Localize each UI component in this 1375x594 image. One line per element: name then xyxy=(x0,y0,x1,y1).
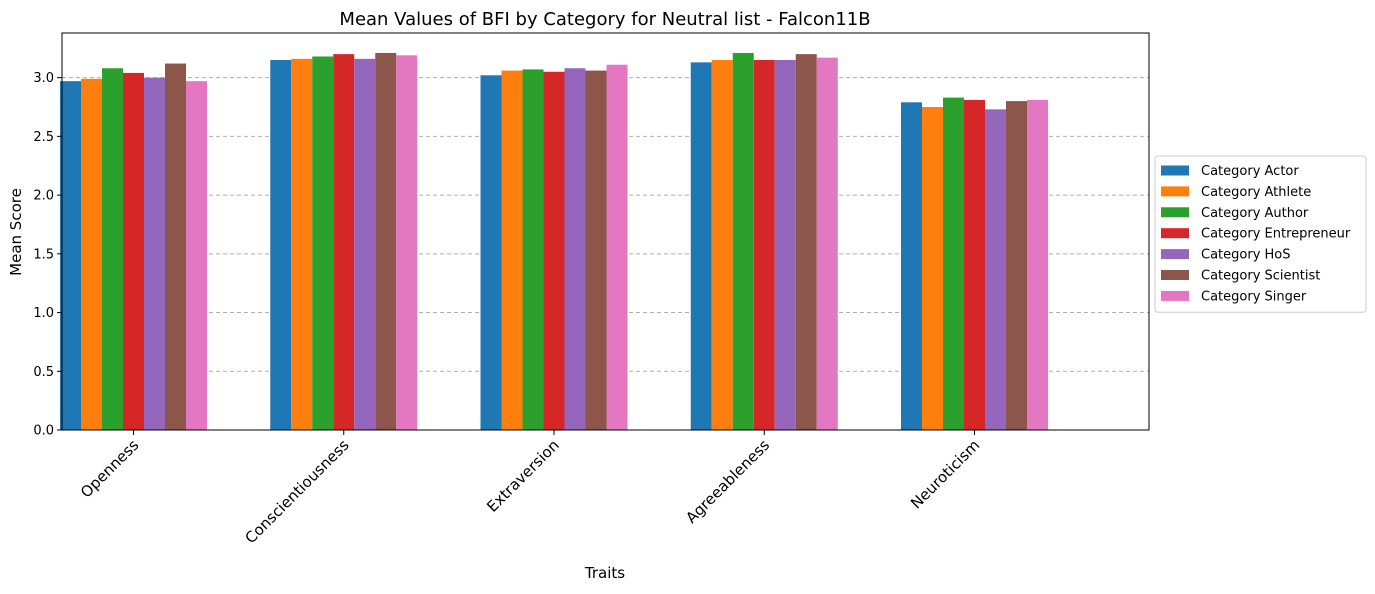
bar-category-singer-openness xyxy=(186,81,207,431)
legend-swatch xyxy=(1161,228,1189,239)
bar-category-hos-conscientiousness xyxy=(354,58,376,430)
bar-category-entrepreneur-openness xyxy=(123,72,144,431)
bar-category-actor-conscientiousness xyxy=(270,60,292,430)
y-axis-label: Mean Score xyxy=(7,188,25,276)
bars xyxy=(60,52,1048,431)
bar-category-author-extraversion xyxy=(522,69,544,430)
chart-title: Mean Values of BFI by Category for Neutr… xyxy=(339,9,870,30)
bar-category-entrepreneur-neuroticism xyxy=(964,99,985,430)
bar-category-hos-neuroticism xyxy=(985,109,1006,430)
legend-entry-label: Category Athlete xyxy=(1201,185,1311,200)
bar-category-athlete-neuroticism xyxy=(922,106,943,430)
bar-category-hos-openness xyxy=(144,77,165,431)
legend-swatch xyxy=(1161,249,1189,260)
bar-category-actor-extraversion xyxy=(480,75,502,430)
bar-category-entrepreneur-extraversion xyxy=(543,71,565,431)
bar-category-actor-neuroticism xyxy=(901,102,922,430)
bar-category-scientist-agreeableness xyxy=(795,54,817,430)
bar-category-actor-openness xyxy=(60,81,81,431)
bar-category-actor-agreeableness xyxy=(690,62,712,431)
x-axis-label: Traits xyxy=(584,564,625,582)
x-tick-label: Extraversion xyxy=(483,436,563,516)
bar-category-entrepreneur-agreeableness xyxy=(753,60,775,430)
legend-entry-label: Category Scientist xyxy=(1201,269,1320,284)
legend-swatch xyxy=(1161,290,1189,301)
x-tick-label: Neuroticism xyxy=(907,436,983,512)
bar-category-singer-agreeableness xyxy=(816,57,838,430)
y-axis: 0.0 0.5 1.0 1.5 2.0 2.5 3.0 xyxy=(33,71,62,439)
bar-category-singer-neuroticism xyxy=(1027,99,1048,430)
y-tick-label: 3.0 xyxy=(33,71,54,86)
y-tick-label: 1.0 xyxy=(33,306,54,321)
legend: Category Actor Category Athlete Category A… xyxy=(1154,155,1367,313)
bar-category-author-openness xyxy=(102,68,123,430)
bar-category-singer-extraversion xyxy=(606,64,628,431)
bar-category-hos-agreeableness xyxy=(774,60,796,430)
plot-area-frame xyxy=(61,32,1150,431)
bar-category-scientist-extraversion xyxy=(585,70,607,430)
bar-category-athlete-extraversion xyxy=(501,70,523,430)
legend-entry-label: Category Singer xyxy=(1201,289,1307,304)
legend-frame xyxy=(1154,155,1367,313)
y-tick-label: 2.0 xyxy=(33,189,54,204)
x-tick-label: Openness xyxy=(77,436,142,501)
y-tick-label: 2.5 xyxy=(33,130,54,145)
bar-category-entrepreneur-conscientiousness xyxy=(333,54,355,430)
legend-swatch xyxy=(1161,186,1189,197)
bar-category-scientist-neuroticism xyxy=(1006,101,1027,430)
bar-category-scientist-conscientiousness xyxy=(375,52,397,430)
x-tick-label: Agreeableness xyxy=(682,436,773,527)
bar-category-athlete-agreeableness xyxy=(711,60,733,430)
x-tick-label: Conscientiousness xyxy=(242,436,353,547)
y-tick-label: 0.0 xyxy=(33,424,54,439)
bar-category-author-conscientiousness xyxy=(312,56,334,431)
legend-entry-label: Category HoS xyxy=(1201,248,1291,263)
legend-swatch xyxy=(1161,165,1189,176)
legend-swatch xyxy=(1161,207,1189,218)
bar-category-singer-conscientiousness xyxy=(396,55,418,431)
legend-entry-label: Category Entrepreneur xyxy=(1201,227,1351,242)
y-tick-label: 1.5 xyxy=(33,247,54,262)
legend-entry-label: Category Actor xyxy=(1201,164,1299,179)
legend-swatch xyxy=(1161,270,1189,280)
bar-category-athlete-openness xyxy=(81,78,102,431)
bar-category-athlete-conscientiousness xyxy=(291,58,313,430)
bar-category-author-agreeableness xyxy=(732,52,754,430)
bar-category-author-neuroticism xyxy=(943,97,964,431)
y-tick-label: 0.5 xyxy=(33,365,54,380)
x-axis: Openness Conscientiousness Extraversion Agr… xyxy=(77,430,983,547)
legend-entry-label: Category Author xyxy=(1201,206,1309,221)
bar-category-hos-extraversion xyxy=(564,68,586,430)
bar-category-scientist-openness xyxy=(165,63,186,431)
